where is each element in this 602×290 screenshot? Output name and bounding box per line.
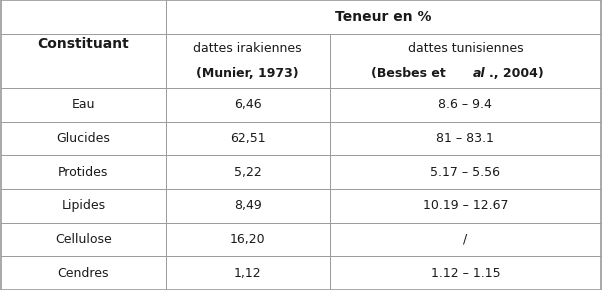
Text: 8.6 – 9.4: 8.6 – 9.4 [438,98,492,111]
Text: 62,51: 62,51 [230,132,265,145]
Text: Protides: Protides [58,166,108,179]
Text: 8,49: 8,49 [234,199,262,212]
Text: 6,46: 6,46 [234,98,261,111]
Text: dattes irakiennes: dattes irakiennes [193,42,302,55]
Text: Constituant: Constituant [37,37,129,51]
Text: Cellulose: Cellulose [55,233,112,246]
Text: 5,22: 5,22 [234,166,262,179]
Text: 1,12: 1,12 [234,267,261,280]
Text: ., 2004): ., 2004) [489,67,544,80]
Text: 1.12 – 1.15: 1.12 – 1.15 [430,267,500,280]
Text: 81 – 83.1: 81 – 83.1 [436,132,494,145]
Text: (Munier, 1973): (Munier, 1973) [196,67,299,80]
Text: Lipides: Lipides [61,199,105,212]
Text: Teneur en %: Teneur en % [335,10,432,24]
Text: Cendres: Cendres [58,267,109,280]
Text: dattes tunisiennes: dattes tunisiennes [408,42,523,55]
Text: 10.19 – 12.67: 10.19 – 12.67 [423,199,508,212]
Text: Eau: Eau [72,98,95,111]
Text: /: / [463,233,468,246]
Text: 16,20: 16,20 [230,233,265,246]
Text: Glucides: Glucides [57,132,110,145]
Text: 5.17 – 5.56: 5.17 – 5.56 [430,166,500,179]
Text: al: al [473,67,486,80]
Text: (Besbes et: (Besbes et [371,67,450,80]
